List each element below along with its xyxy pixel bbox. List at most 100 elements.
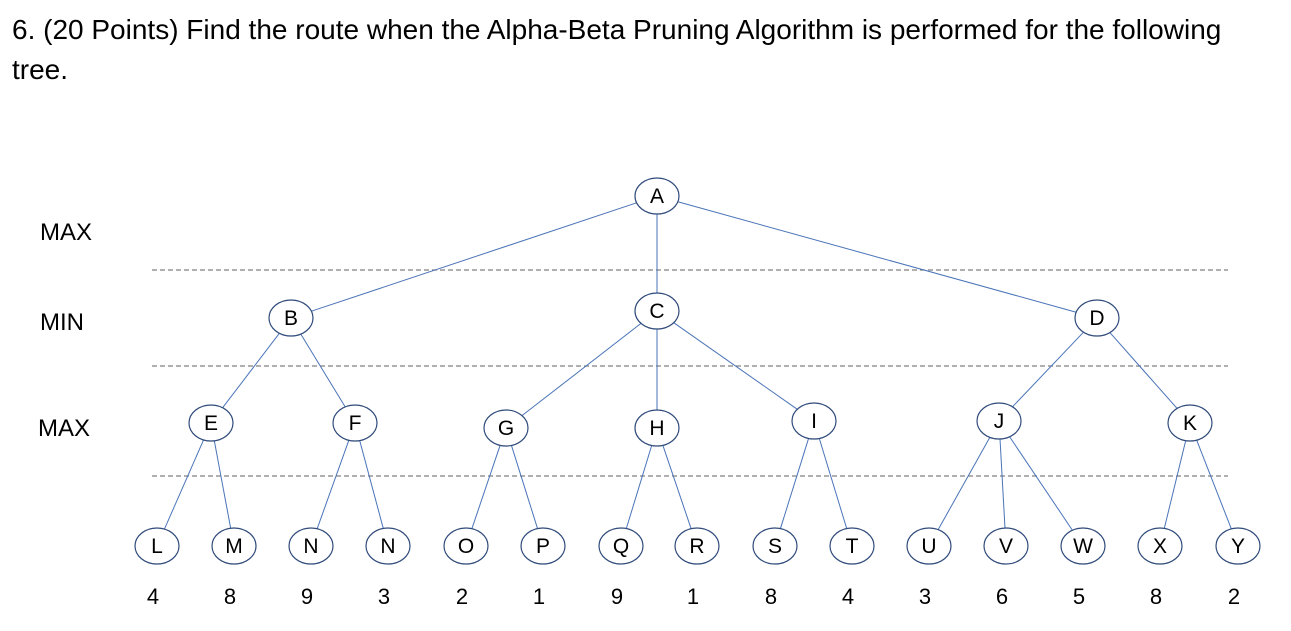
leaf-value-l: 4 — [147, 584, 159, 609]
node-ellipse — [791, 402, 837, 440]
level-label-3: MAX — [38, 415, 90, 442]
node-e: E — [188, 404, 234, 442]
node-label: U — [921, 535, 936, 558]
node-ellipse — [634, 409, 680, 447]
level-label-1: MAX — [40, 219, 92, 246]
node-j: J — [976, 402, 1022, 440]
node-ellipse — [211, 527, 257, 565]
node-t: T — [829, 527, 875, 565]
node-l: L — [134, 527, 180, 565]
node-label: P — [536, 535, 550, 558]
question-text: 6. (20 Points) Find the route when the A… — [12, 14, 1222, 85]
node-label: L — [151, 535, 163, 558]
node-label: T — [846, 535, 859, 558]
node-label: K — [1183, 412, 1197, 435]
leaf-value-v: 6 — [996, 584, 1008, 609]
node-ellipse — [188, 404, 234, 442]
node-label: V — [999, 535, 1013, 558]
node-b: B — [268, 299, 314, 337]
node-y: Y — [1215, 527, 1261, 565]
edge-j-u — [937, 437, 991, 530]
edge-e-m — [213, 440, 232, 529]
leaf-value-w: 5 — [1073, 584, 1085, 609]
node-ellipse — [1215, 527, 1261, 565]
node-label: J — [994, 410, 1005, 433]
node-label: N — [303, 535, 318, 558]
edge-a-b — [311, 202, 637, 312]
node-u: U — [906, 527, 952, 565]
node-ellipse — [634, 177, 680, 215]
node-label: Q — [613, 535, 629, 558]
node-label: C — [649, 300, 664, 323]
node-label: Y — [1231, 535, 1245, 558]
leaf-value-u: 3 — [919, 584, 931, 609]
edge-i-t — [818, 438, 848, 529]
node-label: B — [284, 307, 298, 330]
leaf-value-s: 8 — [765, 584, 777, 609]
node-k: K — [1167, 404, 1213, 442]
edge-f-n1 — [316, 440, 350, 529]
node-ellipse — [288, 527, 334, 565]
leaf-values: 4 8 9 3 2 1 9 1 8 4 3 6 5 8 2 — [147, 584, 1240, 609]
node-ellipse — [829, 527, 875, 565]
node-p: P — [520, 527, 566, 565]
node-label: E — [204, 412, 218, 435]
node-ellipse — [483, 409, 529, 447]
edge-a-d — [677, 201, 1077, 313]
level-labels: MAX MIN MAX — [38, 219, 92, 442]
node-ellipse — [976, 402, 1022, 440]
edge-j-v — [999, 438, 1006, 529]
node-q: Q — [598, 527, 644, 565]
node-ellipse — [1167, 404, 1213, 442]
edge-b-e — [222, 332, 280, 409]
node-ellipse — [598, 527, 644, 565]
leaf-value-r: 1 — [687, 584, 699, 609]
edge-c-i — [673, 322, 798, 410]
edge-c-g — [521, 322, 642, 417]
edge-k-y — [1196, 439, 1232, 530]
node-s: S — [752, 527, 798, 565]
level-label-2: MIN — [40, 309, 84, 336]
node-ellipse — [134, 527, 180, 565]
edge-e-l — [163, 439, 205, 530]
node-label: R — [689, 535, 704, 558]
node-ellipse — [906, 527, 952, 565]
edge-j-w — [1009, 436, 1073, 531]
node-label: X — [1153, 535, 1167, 558]
edge-h-r — [662, 445, 692, 529]
node-label: I — [811, 410, 817, 433]
node-ellipse — [443, 527, 489, 565]
level-separators — [152, 269, 1228, 477]
node-label: N — [380, 535, 395, 558]
node-n1: N — [288, 527, 334, 565]
edge-g-o — [471, 445, 501, 529]
node-label: A — [650, 185, 664, 208]
leaf-value-x: 8 — [1150, 584, 1162, 609]
node-f: F — [332, 404, 378, 442]
node-n2: N — [365, 527, 411, 565]
node-a: A — [634, 177, 680, 215]
edge-f-n2 — [359, 440, 384, 529]
node-ellipse — [332, 404, 378, 442]
node-ellipse — [983, 527, 1029, 565]
edge-k-x — [1163, 440, 1187, 529]
node-c: C — [634, 292, 680, 330]
node-ellipse — [752, 527, 798, 565]
node-label: G — [498, 417, 514, 440]
edge-d-j — [1012, 331, 1084, 408]
node-ellipse — [1074, 299, 1120, 337]
node-ellipse — [520, 527, 566, 565]
node-label: D — [1089, 307, 1104, 330]
node-m: M — [211, 527, 257, 565]
node-h: H — [634, 409, 680, 447]
leaf-value-p: 1 — [533, 584, 545, 609]
leaf-value-m: 8 — [224, 584, 236, 609]
node-ellipse — [268, 299, 314, 337]
node-ellipse — [365, 527, 411, 565]
edge-h-q — [625, 445, 653, 529]
node-r: R — [674, 527, 720, 565]
node-d: D — [1074, 299, 1120, 337]
node-x: X — [1137, 527, 1183, 565]
node-g: G — [483, 409, 529, 447]
